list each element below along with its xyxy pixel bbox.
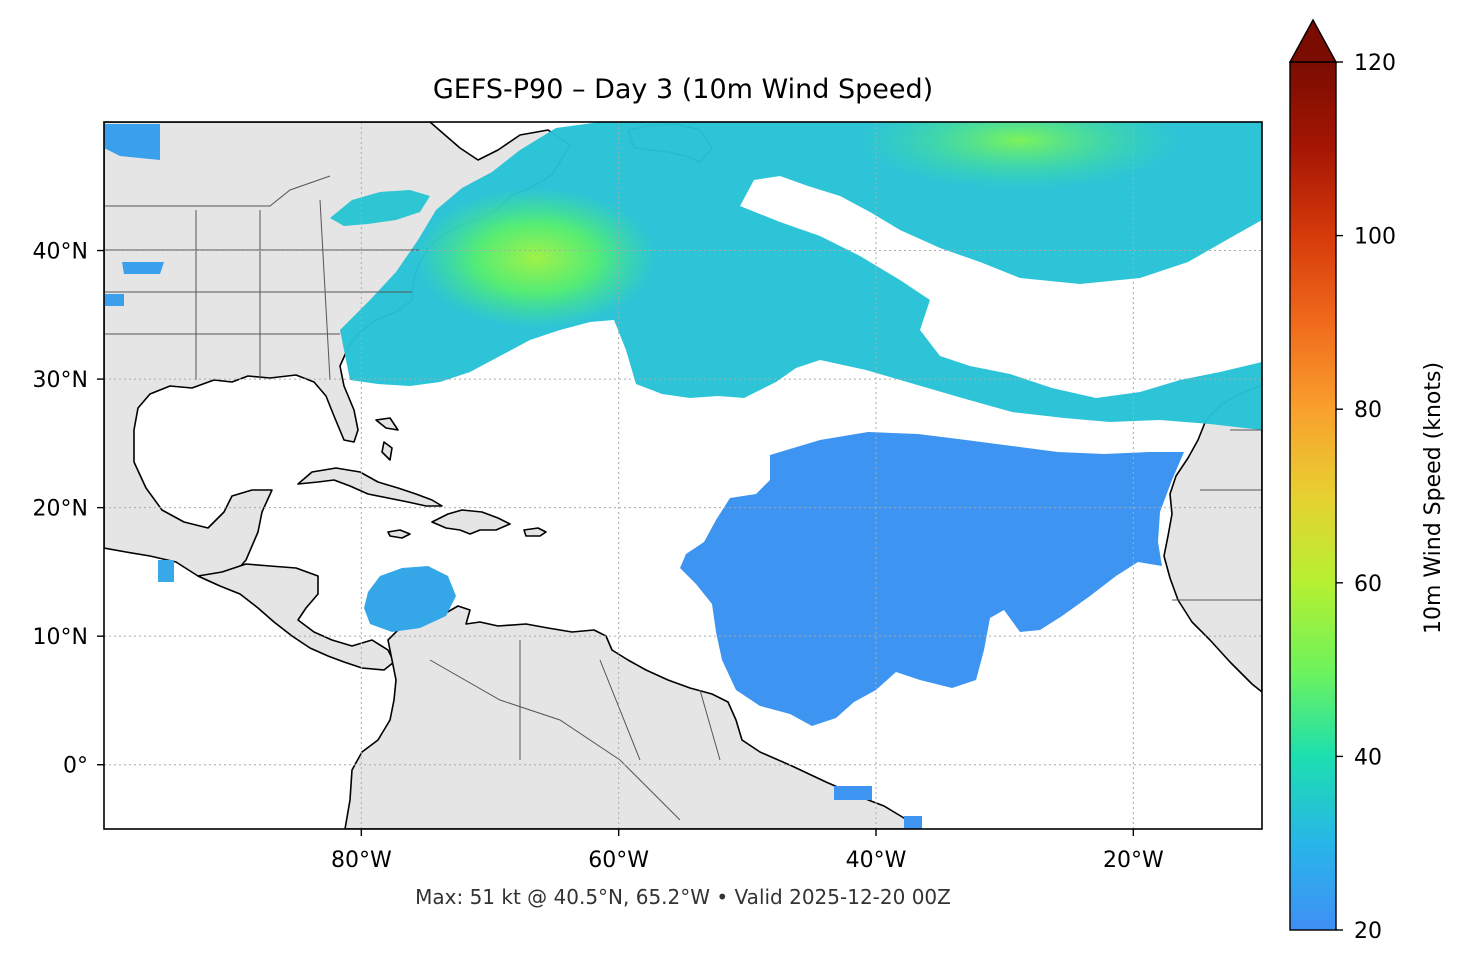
x-tick-label: 20°W bbox=[1103, 848, 1164, 873]
colorbar-gradient bbox=[1289, 61, 1337, 931]
wind-speed-layer bbox=[104, 122, 1262, 829]
longitude-ticks: 80°W 60°W 40°W 20°W bbox=[331, 829, 1164, 873]
colorbar-tick-label: 80 bbox=[1354, 398, 1382, 423]
wind-patch-caribbean bbox=[364, 566, 456, 632]
colorbar-extend-arrow bbox=[1288, 18, 1338, 63]
colorbar-label: 10m Wind Speed (knots) bbox=[1421, 362, 1446, 634]
x-tick-label: 80°W bbox=[331, 848, 392, 873]
south-america-landmass bbox=[344, 605, 919, 829]
wind-band-trades bbox=[680, 432, 1184, 726]
y-tick-label: 30°N bbox=[33, 368, 88, 393]
wind-patch-gulf-of-maine bbox=[330, 190, 430, 226]
gridlines bbox=[104, 122, 1262, 829]
map-panel bbox=[104, 122, 1262, 829]
colorbar-tick-label: 100 bbox=[1354, 225, 1396, 250]
puerto-rico-island bbox=[523, 527, 547, 537]
latitude-ticks: 40°N 30°N 20°N 10°N 0° bbox=[33, 240, 104, 779]
y-tick-label: 20°N bbox=[33, 497, 88, 522]
x-tick-label: 60°W bbox=[588, 848, 649, 873]
political-borders bbox=[104, 175, 1262, 821]
y-tick-label: 40°N bbox=[33, 240, 88, 265]
map-title: GEFS-P90 – Day 3 (10m Wind Speed) bbox=[433, 74, 933, 105]
central-america-landmass bbox=[197, 563, 395, 671]
colorbar-tick-label: 40 bbox=[1354, 745, 1382, 770]
y-tick-label: 0° bbox=[63, 754, 88, 779]
colorbar-tick-label: 60 bbox=[1354, 572, 1382, 597]
cuba-island bbox=[297, 467, 443, 507]
y-tick-label: 10°N bbox=[33, 625, 88, 650]
x-tick-label: 40°W bbox=[846, 848, 907, 873]
colorbar-tick-label: 20 bbox=[1354, 919, 1382, 944]
wind-patch-south-atlantic bbox=[834, 786, 922, 829]
wind-maximum-gulf-stream bbox=[416, 188, 656, 328]
wind-patch-great-lakes bbox=[104, 124, 164, 306]
bahamas-islands bbox=[375, 417, 399, 461]
jamaica-island bbox=[387, 529, 411, 539]
hispaniola-island bbox=[431, 509, 511, 535]
colorbar-ticks: 20 40 60 80 100 120 bbox=[1336, 51, 1396, 944]
wind-patch-pacific bbox=[158, 560, 174, 582]
wind-maximum-north-atlantic bbox=[860, 122, 1180, 190]
map-frame bbox=[103, 121, 1263, 830]
colorbar-tick-label: 120 bbox=[1354, 51, 1396, 76]
colorbar: 20 40 60 80 100 120 10m Wind Speed (knots) bbox=[1288, 18, 1446, 944]
max-wind-footer: Max: 51 kt @ 40.5°N, 65.2°W • Valid 2025… bbox=[415, 885, 951, 909]
